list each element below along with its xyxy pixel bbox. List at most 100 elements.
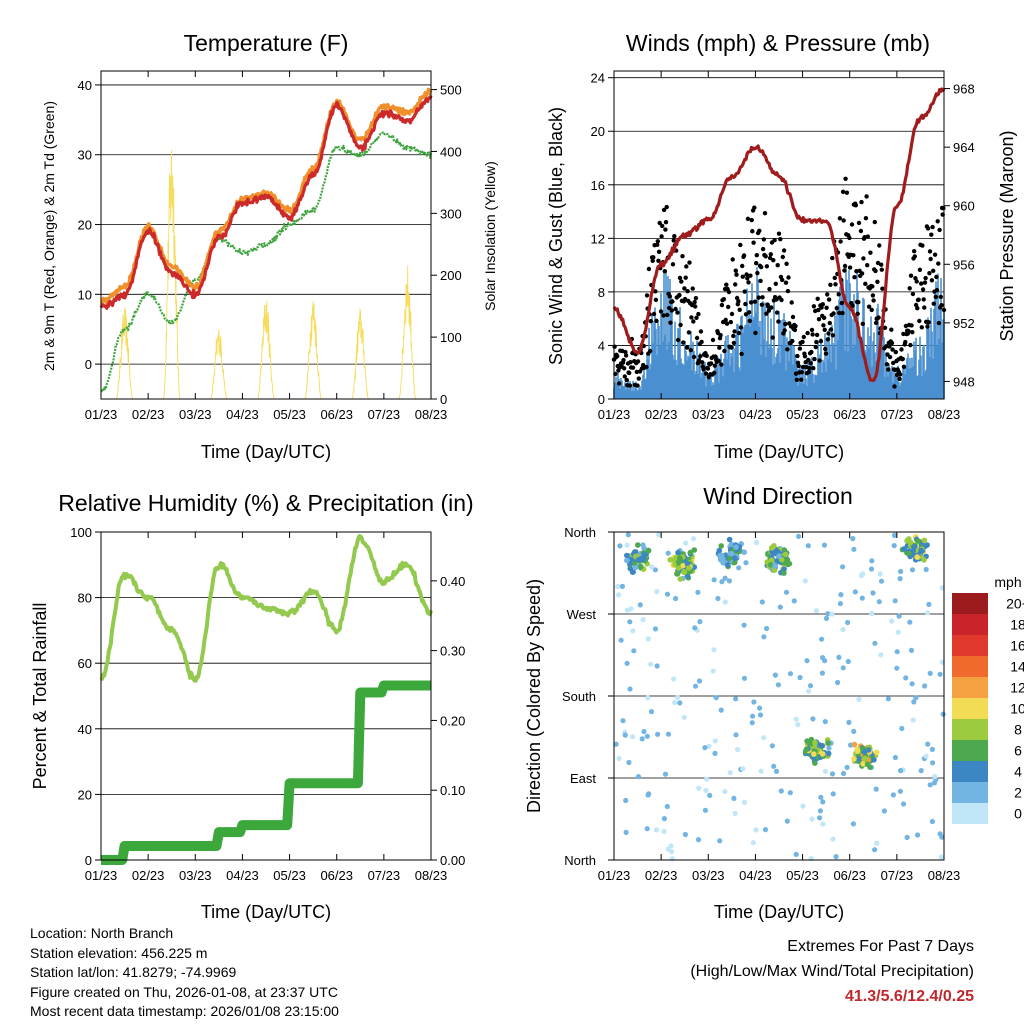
direction-point (868, 566, 875, 572)
gust-point (907, 286, 912, 291)
y-tick-label: 40 (78, 722, 92, 737)
gust-point (651, 255, 656, 260)
direction-cluster-point (804, 738, 810, 744)
direction-point (926, 601, 932, 608)
direction-point (918, 768, 924, 774)
x-tick-label: 07/23 (368, 868, 401, 883)
direction-cluster-point (741, 549, 747, 555)
legend-label: 18 (1010, 617, 1024, 633)
gust-point (764, 264, 770, 269)
y-tick-label: 200 (440, 268, 462, 283)
direction-point (840, 626, 846, 633)
solar-spike (210, 329, 228, 400)
direction-point (655, 731, 661, 737)
direction-point (704, 776, 710, 782)
direction-point (870, 590, 876, 596)
direction-point (726, 578, 733, 584)
gust-point (866, 304, 872, 309)
direction-point (718, 707, 724, 713)
gust-point (675, 310, 680, 315)
gust-point (734, 272, 739, 277)
gust-point (929, 278, 935, 283)
gust-point (824, 305, 829, 310)
direction-point (626, 759, 632, 766)
direction-cluster-point (680, 562, 686, 569)
direction-point (925, 741, 931, 747)
direction-point (927, 670, 933, 677)
gust-point (799, 377, 804, 382)
direction-cluster-point (677, 576, 684, 582)
direction-cluster-point (728, 551, 735, 557)
extremes-subtitle: (High/Low/Max Wind/Total Precipitation) (690, 963, 974, 980)
gust-point (681, 340, 686, 345)
direction-point (852, 589, 858, 595)
gust-point (782, 328, 787, 333)
y-tick-label: 16 (591, 178, 605, 193)
gust-point (650, 258, 655, 263)
direction-point (696, 785, 702, 791)
direction-cluster-point (671, 557, 677, 563)
y-tick-label: 956 (953, 257, 975, 272)
direction-point (878, 652, 884, 658)
gust-point (818, 339, 824, 344)
direction-point (923, 566, 929, 573)
gust-point (879, 267, 884, 272)
direction-point (683, 540, 689, 546)
x-tick-label: 01/23 (598, 868, 631, 883)
gust-point (747, 310, 752, 315)
direction-point (817, 808, 824, 814)
direction-point (908, 647, 915, 654)
gust-point (717, 345, 722, 350)
gust-point (660, 223, 665, 229)
y-tick-label: 400 (440, 144, 462, 159)
y-tick-label: 0 (440, 392, 447, 407)
direction-cluster-point (633, 564, 639, 571)
winds-panel: Winds (mph) & Pressure (mb) 04812162024 … (546, 30, 1017, 462)
gust-point (750, 229, 755, 234)
gust-point (635, 359, 641, 364)
y-tick-label: 0.00 (440, 853, 465, 868)
gust-point (755, 270, 760, 276)
gust-point (732, 329, 737, 334)
x-tick-label: 04/23 (739, 407, 772, 422)
direction-point (806, 688, 812, 694)
gust-point (891, 360, 896, 366)
direction-point (639, 736, 645, 742)
gust-point (811, 304, 817, 309)
direction-point (929, 818, 936, 825)
direction-cluster-point (873, 749, 880, 756)
gust-point (731, 340, 737, 346)
y-tick-label: 20 (591, 124, 605, 139)
gust-point (693, 304, 698, 309)
direction-point (822, 768, 829, 775)
direction-cluster-point (901, 546, 907, 552)
direction-point (872, 640, 878, 646)
direction-point (722, 575, 728, 581)
gust-point (753, 330, 758, 336)
direction-point (817, 815, 823, 821)
direction-point (761, 634, 767, 640)
direction-point (923, 753, 929, 759)
direction-point (731, 795, 737, 802)
station-location: Location: North Branch (30, 925, 174, 941)
gust-point (840, 189, 846, 194)
direction-point (911, 699, 917, 705)
gust-point (758, 278, 763, 284)
direction-left-ticks: North East South West North (562, 525, 614, 868)
direction-point (820, 799, 826, 805)
direction-cluster-point (677, 555, 683, 562)
x-tick-label: 03/23 (692, 868, 725, 883)
gust-point (847, 235, 852, 241)
direction-point (627, 686, 633, 692)
gust-point (884, 344, 889, 349)
direction-point (841, 770, 847, 777)
gust-point (932, 252, 938, 257)
direction-cluster-point (641, 552, 648, 558)
direction-cluster-point (733, 544, 739, 550)
direction-point (894, 649, 900, 655)
direction-point (635, 774, 642, 780)
gust-point (889, 327, 894, 332)
recent-timestamp: Most recent data timestamp: 2026/01/08 2… (30, 1003, 339, 1019)
gust-point (864, 194, 869, 199)
direction-point (844, 764, 850, 771)
